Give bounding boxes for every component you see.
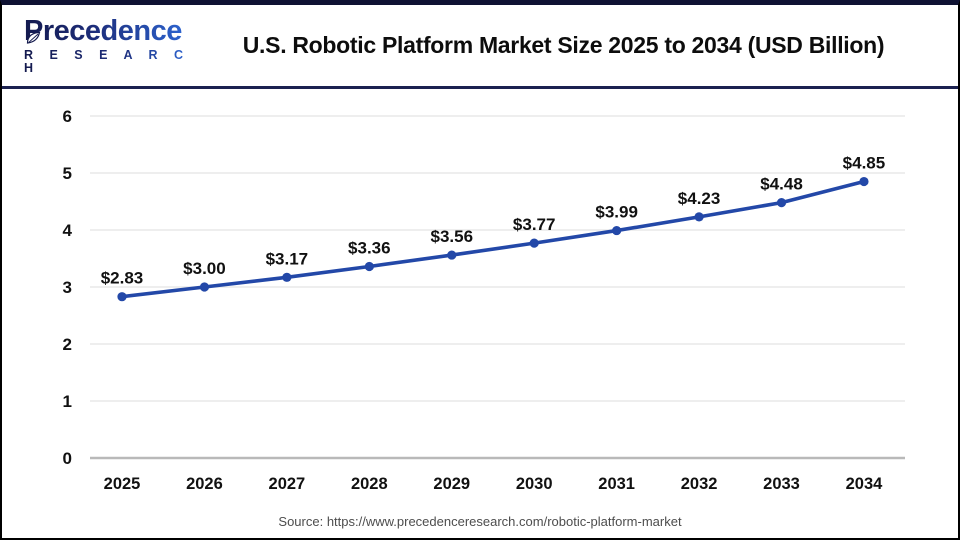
data-point <box>529 238 539 248</box>
data-point <box>776 198 787 208</box>
y-tick-label: 4 <box>63 221 73 240</box>
x-tick-label: 2025 <box>104 475 141 493</box>
data-point-label: $3.56 <box>430 227 473 246</box>
data-point <box>199 282 210 292</box>
data-point-label: $3.00 <box>183 259 226 278</box>
series-line <box>120 179 866 299</box>
y-tick-label: 5 <box>63 164 72 183</box>
y-tick-label: 2 <box>63 335 72 354</box>
data-point <box>447 250 457 260</box>
data-point-label: $2.83 <box>101 269 144 288</box>
x-tick-label: 2030 <box>516 475 553 493</box>
x-tick-label: 2031 <box>598 475 635 493</box>
y-tick-label: 6 <box>63 107 72 126</box>
data-point <box>859 176 869 187</box>
data-point <box>694 212 704 222</box>
precedence-research-logo: Precedence R E S E A R C H <box>2 17 197 74</box>
x-tick-label: 2028 <box>351 475 388 493</box>
x-tick-label: 2033 <box>763 475 800 493</box>
header: Precedence R E S E A R C H U.S. Robotic … <box>2 5 958 89</box>
source-citation: Source: https://www.precedenceresearch.c… <box>278 514 682 529</box>
y-tick-label: 3 <box>63 278 72 297</box>
x-tick-label: 2026 <box>186 475 223 493</box>
y-tick-label: 1 <box>63 392 72 411</box>
x-tick-label: 2027 <box>269 475 306 493</box>
line-chart: 0 1 2 3 4 5 6 2025 2026 2027 2028 2029 2030 2031 2032 2… <box>63 107 905 493</box>
data-point-label: $3.17 <box>266 249 309 268</box>
data-point <box>364 261 374 272</box>
logo-wordmark: Precedence <box>24 17 197 46</box>
x-tick-label: 2029 <box>433 475 470 493</box>
data-point-label: $4.85 <box>843 154 886 173</box>
data-point-label: $4.23 <box>678 189 721 208</box>
x-tick-label: 2034 <box>846 475 884 493</box>
data-point-label: $4.48 <box>760 175 803 194</box>
y-tick-label: 0 <box>63 449 72 468</box>
data-point-label: $3.77 <box>513 215 556 234</box>
data-point-label: $3.36 <box>348 238 391 257</box>
data-point <box>117 292 127 302</box>
data-point <box>282 272 292 282</box>
logo-subtitle: R E S E A R C H <box>24 49 197 74</box>
data-point <box>612 225 622 236</box>
x-tick-label: 2032 <box>681 475 718 493</box>
data-point-label: $3.99 <box>595 203 638 222</box>
chart-title: U.S. Robotic Platform Market Size 2025 t… <box>242 32 885 58</box>
